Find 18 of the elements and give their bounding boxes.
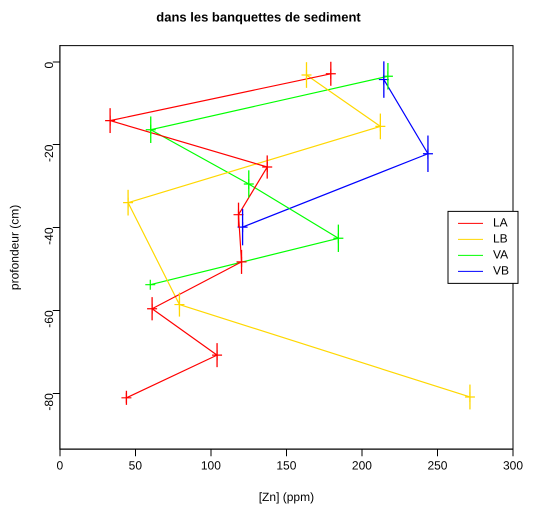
y-axis-title: profondeur (cm) xyxy=(8,204,22,290)
y-tick-label: -20 xyxy=(42,144,56,162)
legend-label: VB xyxy=(493,264,510,278)
x-tick-label: 50 xyxy=(128,458,142,473)
x-tick-label: 250 xyxy=(427,458,448,473)
y-tick-label: 0 xyxy=(42,61,56,68)
legend-label: LA xyxy=(493,216,508,230)
x-tick-label: 100 xyxy=(200,458,222,473)
y-tick-label: -80 xyxy=(42,392,56,411)
y-tick-label: -40 xyxy=(42,227,56,245)
chart-title: dans les banquettes de sediment xyxy=(156,9,362,24)
legend-label: VA xyxy=(493,248,508,262)
x-axis-title: [Zn] (ppm) xyxy=(258,490,314,504)
legend-label: LB xyxy=(493,232,508,246)
x-tick-label: 200 xyxy=(352,458,372,473)
x-tick-label: 300 xyxy=(502,458,524,473)
y-tick-label: -60 xyxy=(42,310,56,328)
x-tick-label: 150 xyxy=(276,458,297,473)
